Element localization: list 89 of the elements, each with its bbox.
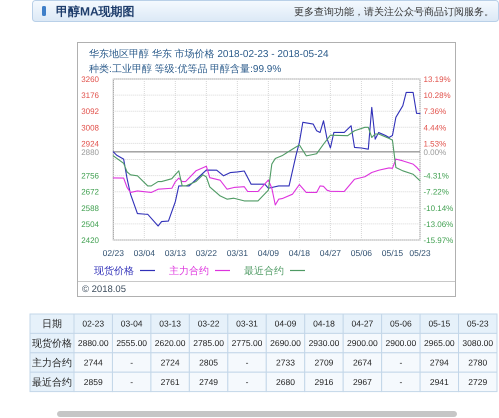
cell-label: 2859 bbox=[84, 376, 103, 387]
ytick: 2588 bbox=[81, 204, 99, 213]
y-category: 现货价格 bbox=[32, 338, 72, 350]
cell-label: 2729 bbox=[468, 376, 488, 387]
cell-label: 2780 bbox=[468, 358, 488, 368]
cell-label: 2680 bbox=[276, 376, 295, 387]
annotation: © 2018.05 bbox=[82, 284, 126, 295]
category: 03-22 bbox=[198, 318, 220, 329]
cell-label: 2880.00 bbox=[78, 338, 109, 348]
xtick: 03/31 bbox=[226, 248, 248, 258]
xtick: 03/04 bbox=[134, 248, 155, 258]
y2tick: -10.14% bbox=[424, 204, 454, 213]
cell-label: - bbox=[399, 376, 402, 387]
y2tick: 13.19% bbox=[424, 75, 451, 84]
annotation: 日期 bbox=[42, 319, 62, 330]
category: 05-06 bbox=[390, 318, 412, 329]
category: 04-27 bbox=[352, 318, 374, 329]
category: 03-31 bbox=[236, 318, 258, 329]
xtick: 03/22 bbox=[196, 248, 217, 258]
category: 04-18 bbox=[313, 318, 335, 329]
y2tick: 4.44% bbox=[424, 123, 446, 132]
cell-label: - bbox=[246, 358, 248, 368]
cell-label: 2744 bbox=[84, 358, 103, 368]
xtick: 05/23 bbox=[409, 248, 431, 258]
y-category: 最近合约 bbox=[32, 377, 72, 388]
y2tick: 10.28% bbox=[424, 91, 451, 100]
xtick: 03/13 bbox=[164, 248, 186, 258]
cell-label: 2733 bbox=[276, 358, 295, 368]
cell-label: 2724 bbox=[160, 358, 180, 368]
cell-label: 2761 bbox=[160, 376, 180, 387]
category: 04-09 bbox=[274, 318, 296, 329]
cell-label: 2775.00 bbox=[232, 338, 262, 348]
y2tick: -15.97% bbox=[424, 236, 454, 245]
cell-label: 2709 bbox=[314, 358, 334, 368]
cell-label: 3080.00 bbox=[462, 338, 494, 348]
y2tick: 1.53% bbox=[424, 139, 446, 148]
title: 甲醇MA现期图 bbox=[56, 4, 135, 18]
cell-label: 2941 bbox=[430, 376, 449, 387]
cell-label: - bbox=[130, 376, 134, 387]
y2tick: 7.36% bbox=[424, 107, 446, 116]
subtitle: 种类:工业甲醇 等级:优等品 甲醇含量:99.9% bbox=[89, 64, 282, 75]
ytick: 2672 bbox=[81, 188, 99, 197]
xtick: 02/23 bbox=[102, 248, 124, 258]
cell-label: 2785.00 bbox=[193, 338, 224, 348]
cell-label: 2620.00 bbox=[154, 338, 186, 348]
ytick: 2420 bbox=[81, 236, 99, 245]
category: 03-04 bbox=[120, 318, 143, 329]
category: 05-23 bbox=[466, 318, 489, 329]
cell-label: 2805 bbox=[199, 358, 218, 368]
ytick: 3008 bbox=[81, 123, 99, 132]
ytick: 3092 bbox=[81, 107, 99, 116]
ytick: 2504 bbox=[81, 220, 99, 229]
legend-label: 现货价格 bbox=[94, 265, 134, 277]
y2tick: -13.06% bbox=[424, 220, 454, 229]
category: 03-13 bbox=[159, 318, 181, 329]
ytick: 3176 bbox=[81, 91, 99, 100]
y-category: 主力合约 bbox=[32, 358, 72, 369]
xtick: 04/09 bbox=[258, 248, 280, 258]
cell-label: 2690.00 bbox=[270, 338, 301, 348]
y2tick: -7.22% bbox=[424, 188, 449, 197]
ytick: 2880 bbox=[81, 148, 99, 157]
cell-label: 2965.00 bbox=[424, 338, 455, 348]
xtick: 05/06 bbox=[350, 248, 372, 258]
y2tick: -4.31% bbox=[424, 172, 449, 181]
cell-label: - bbox=[399, 358, 402, 368]
category: 02-23 bbox=[82, 318, 104, 329]
cell-label: 2967 bbox=[352, 376, 372, 387]
y2tick: 0.00% bbox=[424, 148, 446, 157]
cell-label: 2916 bbox=[314, 376, 334, 387]
legend-label: 主力合约 bbox=[169, 265, 209, 277]
cell-label: 2749 bbox=[199, 376, 218, 387]
cell-label: 2555.00 bbox=[116, 338, 148, 348]
cell-label: 2794 bbox=[430, 358, 449, 368]
xtick: 05/15 bbox=[382, 248, 404, 258]
ytick: 3260 bbox=[81, 75, 99, 84]
cell-label: 2930.00 bbox=[308, 338, 340, 348]
xtick: 04/18 bbox=[288, 248, 310, 258]
cell-label: 2900.00 bbox=[347, 338, 378, 348]
annotation: 更多查询功能，请关注公众号商品订阅服务。 bbox=[294, 7, 494, 18]
category: 05-15 bbox=[428, 318, 450, 329]
cell-label: 2674 bbox=[352, 358, 372, 368]
cell-label: 2900.00 bbox=[386, 338, 416, 348]
legend-label: 最近合约 bbox=[244, 265, 284, 277]
xtick: 04/27 bbox=[320, 248, 342, 258]
ytick: 2756 bbox=[81, 172, 99, 181]
subtitle: 华东地区甲醇 华东 市场价格 2018-02-23 - 2018-05-24 bbox=[89, 49, 329, 60]
cell-label: - bbox=[246, 376, 248, 387]
cell-label: - bbox=[130, 358, 134, 368]
ytick: 2924 bbox=[81, 139, 99, 148]
